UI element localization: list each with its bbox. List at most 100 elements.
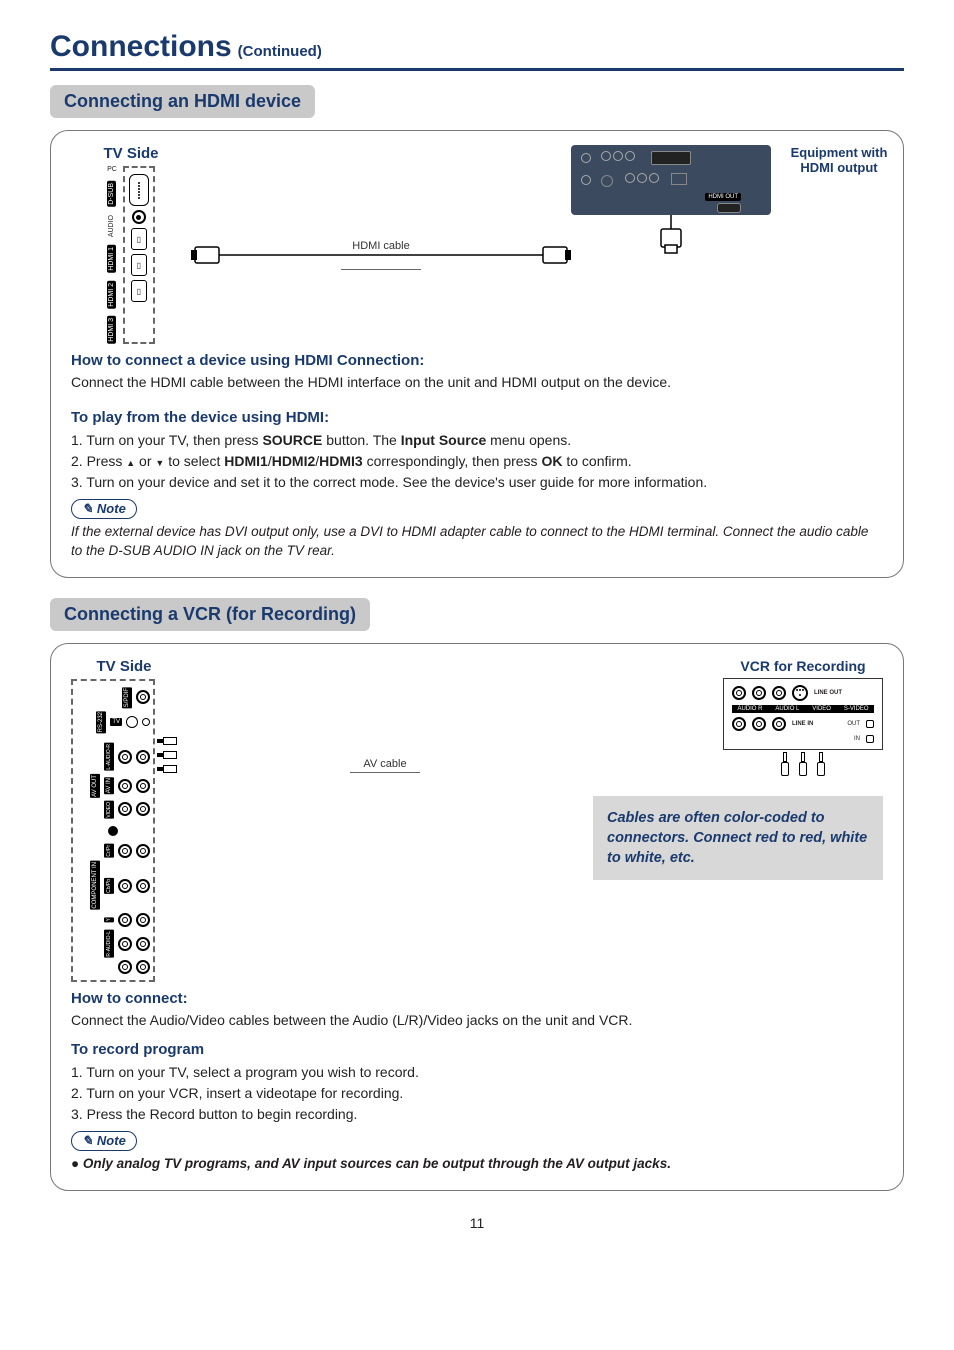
tv-rear-panel: S/PDIF RS-232TV L-AUDIO-R AV OUTAV IN VI…	[71, 679, 155, 983]
step2-text-c: to select	[164, 453, 224, 469]
hdmi-plug-down-icon	[651, 211, 691, 261]
equipment-label: Equipment with HDMI output	[779, 145, 899, 175]
note-badge-2: ✎ Note	[71, 1131, 137, 1151]
step3: 3. Turn on your device and set it to the…	[71, 472, 883, 493]
tv-port-icon	[142, 718, 150, 726]
tv-side-port-labels: PC D-SUB AUDIO HDMI 1 HDMI 2 HDMI 3	[107, 166, 117, 344]
dsub-port-icon	[129, 174, 149, 206]
step2-text-b: or	[135, 453, 155, 469]
step2-hdmi1: HDMI1	[224, 453, 268, 469]
tv-side-label-2: TV Side	[96, 658, 151, 675]
hdmi-cable-label: HDMI cable	[352, 240, 409, 252]
tv-side-label: TV Side	[71, 145, 191, 162]
port-hdmi1-label: HDMI 1	[107, 245, 116, 273]
equipment-label-line1: Equipment with	[791, 145, 888, 160]
note-badge-1: ✎ Note	[71, 499, 137, 519]
comp2-pb-icon	[136, 879, 150, 893]
av-plugs-tv-side	[157, 679, 177, 983]
comp2-y-icon	[136, 913, 150, 927]
vcr-plugs-icon	[780, 752, 826, 776]
vcr-audio-l-label: AUDIO L	[775, 706, 799, 712]
step2-hdmi3: HDMI3	[319, 453, 363, 469]
step1-source: SOURCE	[262, 432, 322, 448]
component-in-label: COMPONENT IN	[90, 861, 100, 910]
step1-text-e: menu opens.	[486, 432, 571, 448]
note-icon: ✎	[82, 1133, 93, 1149]
step1-text-c: button. The	[322, 432, 400, 448]
rca-plug-icon	[157, 751, 177, 759]
av-out-r-icon	[118, 779, 132, 793]
av-in-video-icon	[136, 802, 150, 816]
avin-label: AV IN	[104, 777, 114, 794]
step2-text-i: to confirm.	[562, 453, 631, 469]
tv-label: TV	[110, 718, 122, 726]
vcr-video-label: VIDEO	[812, 706, 831, 712]
av-out-video-icon	[118, 802, 132, 816]
note-bullet-text: Only analog TV programs, and AV input so…	[83, 1156, 671, 1171]
vcr-out-al-icon	[752, 686, 766, 700]
step1-text-a: 1. Turn on your TV, then press	[71, 432, 262, 448]
note-label-2: Note	[97, 1133, 126, 1148]
hdmi1-port-icon: ▯	[131, 228, 147, 250]
rs232-port-icon	[126, 716, 138, 728]
down-arrow-icon	[155, 453, 164, 469]
vcr-label: VCR for Recording	[740, 658, 865, 674]
y-label: Y	[104, 917, 114, 922]
vcr-out-label: OUT	[847, 721, 860, 727]
vcr-strip-labels: AUDIO R AUDIO L VIDEO S-VIDEO	[732, 705, 874, 713]
up-arrow-icon	[126, 453, 135, 469]
audio-jack-icon	[132, 210, 146, 224]
hdmi3-port-icon: ▯	[131, 280, 147, 302]
port-hdmi3-label: HDMI 3	[107, 316, 116, 344]
record-step2: 2. Turn on your VCR, insert a videotape …	[71, 1083, 883, 1104]
comp2-ar-icon	[136, 960, 150, 974]
step2-ok: OK	[541, 453, 562, 469]
section1-panel: TV Side PC D-SUB AUDIO HDMI 1 HDMI 2 HDM…	[50, 130, 904, 578]
av-in-l-icon	[136, 750, 150, 764]
port-pc-label: PC	[107, 166, 117, 173]
step2: 2. Press or to select HDMI1/HDMI2/HDMI3 …	[71, 451, 883, 472]
equipment-rear-panel: HDMI OUT	[571, 145, 771, 215]
record-steps: 1. Turn on your TV, select a program you…	[71, 1062, 883, 1125]
hdmi2-port-icon: ▯	[131, 254, 147, 276]
how-connect-vcr-head: How to connect:	[71, 990, 883, 1007]
play-hdmi-steps: 1. Turn on your TV, then press SOURCE bu…	[71, 430, 883, 493]
page-title: Connections	[50, 30, 232, 64]
equip-hdmi-out-port-icon	[717, 203, 741, 213]
step2-text-a: 2. Press	[71, 453, 126, 469]
how-connect-hdmi-body: Connect the HDMI cable between the HDMI …	[71, 373, 883, 393]
spdif-label: S/PDIF	[122, 687, 132, 708]
prcr-label: Cr/Pr	[104, 844, 114, 858]
comp1-al-icon	[118, 937, 132, 951]
how-connect-vcr-body: Connect the Audio/Video cables between t…	[71, 1011, 883, 1031]
port-dsub-label: D-SUB	[107, 181, 116, 207]
record-step1: 1. Turn on your TV, select a program you…	[71, 1062, 883, 1083]
avout-label: AV OUT	[90, 774, 100, 798]
step2-text-g: correspondingly, then press	[363, 453, 542, 469]
page-title-row: Connections (Continued)	[50, 30, 904, 71]
raudio-l-label: R-AUDIO-L	[104, 930, 114, 958]
color-code-tip: Cables are often color-coded to connecto…	[593, 796, 883, 881]
comp2-al-icon	[136, 937, 150, 951]
page-title-continued: (Continued)	[238, 43, 322, 60]
rca-plug-v-icon	[798, 752, 808, 776]
record-head: To record program	[71, 1041, 883, 1058]
note-text-2: ● Only analog TV programs, and AV input …	[71, 1155, 883, 1174]
comp1-pr-icon	[118, 844, 132, 858]
video-label: VIDEO	[104, 801, 114, 819]
rca-plug-v-icon	[816, 752, 826, 776]
section2-panel: TV Side S/PDIF RS-232TV L-AUDIO-R AV OUT…	[50, 643, 904, 1191]
spdif-port-icon	[136, 690, 150, 704]
pbcb-label: Cb/Pb	[104, 878, 114, 894]
record-step3: 3. Press the Record button to begin reco…	[71, 1104, 883, 1125]
vcr-line-in-label: LINE IN	[792, 721, 813, 727]
vcr-in-ar-icon	[732, 717, 746, 731]
comp1-pb-icon	[118, 879, 132, 893]
vcr-out-ar-icon	[732, 686, 746, 700]
rca-plug-v-icon	[780, 752, 790, 776]
port-audio-label: AUDIO	[108, 215, 115, 237]
comp2-pr-icon	[136, 844, 150, 858]
vcr-out-sq-icon	[866, 720, 874, 728]
equip-hdmi-out-label: HDMI OUT	[705, 193, 741, 201]
note-icon: ✎	[82, 501, 93, 517]
